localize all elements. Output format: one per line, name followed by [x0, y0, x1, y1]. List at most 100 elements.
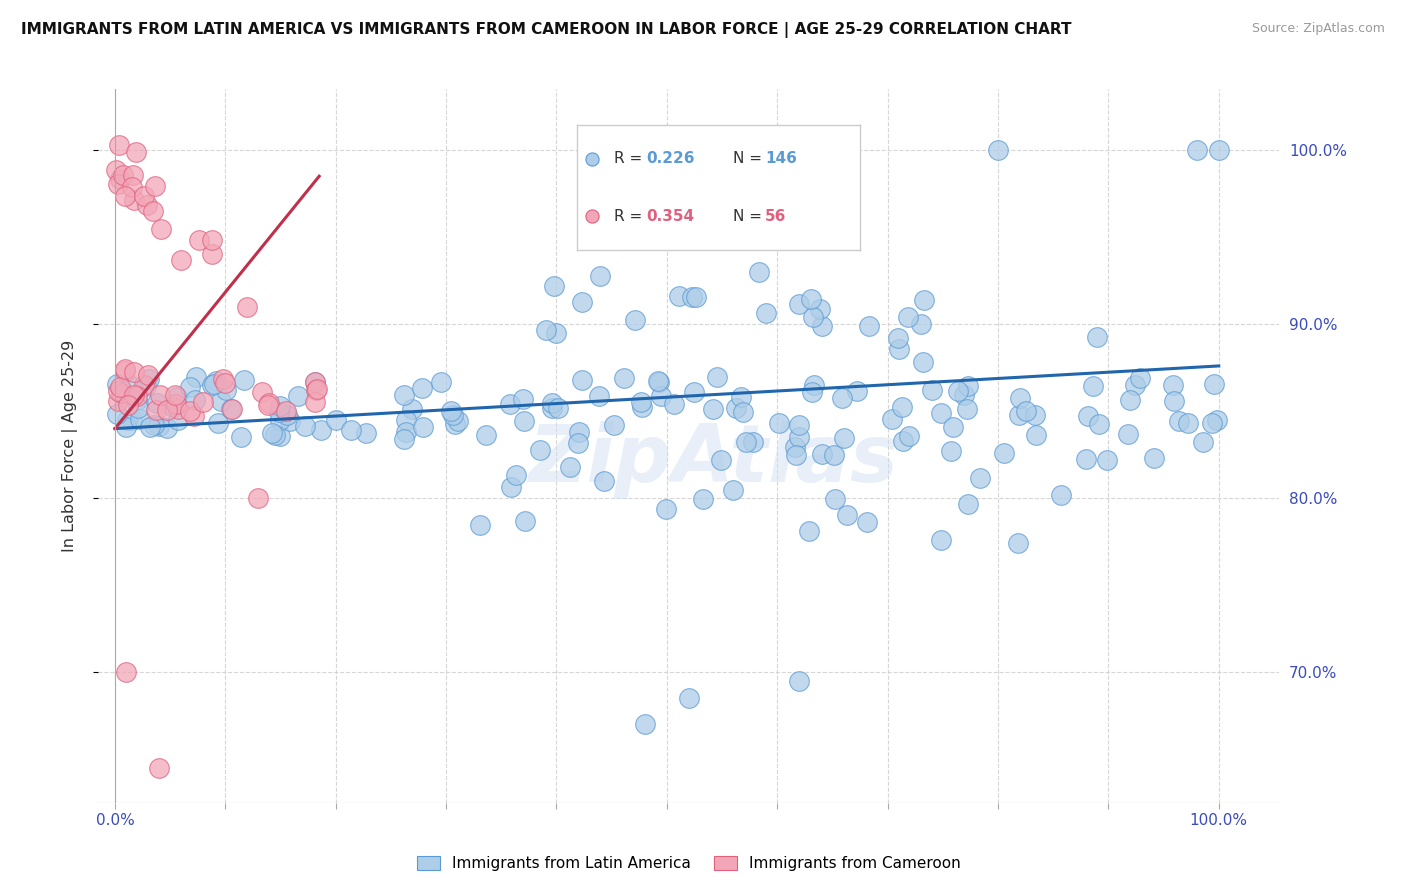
Point: [910, 317, 932, 331]
Point: [721, 483, 744, 498]
Point: [710, 453, 733, 467]
Point: [142, 204, 165, 219]
Point: [581, 209, 603, 223]
Point: [1008, 408, 1031, 422]
Point: [755, 306, 778, 320]
Point: [166, 390, 188, 404]
Point: [513, 414, 536, 428]
Point: [706, 370, 728, 384]
Point: [214, 384, 236, 398]
Point: [630, 401, 652, 415]
Point: [824, 492, 846, 507]
Point: [115, 665, 138, 680]
Point: [831, 391, 853, 405]
Point: [179, 380, 201, 394]
Point: [209, 394, 232, 409]
Point: [505, 467, 527, 482]
Point: [132, 189, 155, 203]
Point: [889, 343, 911, 357]
Point: [912, 355, 935, 369]
Point: [149, 388, 172, 402]
Point: [252, 384, 274, 399]
Point: [276, 404, 298, 418]
Point: [124, 365, 146, 379]
Point: [593, 475, 616, 489]
Point: [529, 442, 551, 457]
Point: [534, 323, 557, 337]
Point: [683, 385, 706, 400]
Point: [207, 416, 229, 430]
Y-axis label: In Labor Force | Age 25-29: In Labor Force | Age 25-29: [62, 340, 77, 552]
Point: [808, 302, 831, 317]
Point: [122, 388, 145, 402]
Point: [202, 377, 225, 392]
Point: [162, 400, 184, 414]
Point: [264, 428, 287, 442]
Point: [135, 379, 157, 393]
Text: N =: N =: [733, 209, 766, 224]
Point: [138, 372, 160, 386]
Point: [929, 533, 952, 547]
Point: [136, 368, 159, 383]
Point: [678, 691, 700, 706]
Point: [1201, 416, 1223, 430]
Point: [880, 411, 903, 425]
Point: [167, 413, 190, 427]
Point: [304, 376, 326, 390]
Point: [184, 393, 207, 408]
Point: [110, 386, 132, 401]
Point: [143, 178, 166, 193]
Point: [269, 399, 291, 413]
Point: [287, 389, 309, 403]
Point: [107, 178, 129, 192]
Point: [411, 381, 433, 395]
Point: [801, 310, 824, 325]
Point: [395, 412, 418, 426]
Point: [219, 402, 242, 417]
Point: [1025, 428, 1047, 442]
Point: [541, 396, 564, 410]
Point: [132, 377, 155, 392]
Point: [325, 413, 347, 427]
Point: [114, 362, 136, 376]
Point: [221, 401, 243, 416]
Point: [269, 429, 291, 443]
Point: [603, 417, 626, 432]
Point: [650, 389, 672, 403]
Point: [1129, 370, 1152, 384]
Point: [121, 168, 143, 182]
Point: [115, 419, 138, 434]
Point: [447, 414, 470, 428]
Point: [107, 384, 129, 399]
Point: [1185, 143, 1208, 157]
Point: [897, 310, 920, 324]
Point: [401, 401, 423, 416]
Point: [205, 374, 228, 388]
Point: [1087, 417, 1109, 431]
Point: [588, 389, 610, 403]
Point: [891, 434, 914, 448]
Point: [499, 480, 522, 494]
Point: [156, 403, 179, 417]
Point: [179, 404, 201, 418]
Point: [734, 435, 756, 450]
Point: [823, 448, 845, 462]
Point: [1095, 453, 1118, 467]
Point: [1167, 414, 1189, 428]
Point: [231, 430, 253, 444]
Point: [276, 409, 298, 423]
Point: [1116, 427, 1139, 442]
Point: [544, 326, 567, 340]
Text: N =: N =: [733, 151, 766, 166]
Point: [941, 443, 963, 458]
Point: [191, 395, 214, 409]
Point: [685, 290, 707, 304]
Point: [785, 440, 807, 454]
Point: [787, 297, 810, 311]
Point: [768, 416, 790, 430]
Text: R =: R =: [613, 151, 647, 166]
Point: [567, 436, 589, 450]
Point: [724, 401, 747, 415]
Point: [942, 419, 965, 434]
Point: [440, 404, 463, 418]
